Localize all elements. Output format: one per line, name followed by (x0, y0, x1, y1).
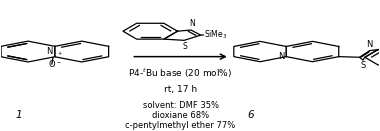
Text: $^+$: $^+$ (56, 51, 63, 58)
Text: N: N (278, 52, 284, 61)
Text: S: S (360, 61, 366, 70)
Text: 1: 1 (15, 110, 22, 120)
Text: c-pentylmethyl ether 77%: c-pentylmethyl ether 77% (125, 121, 236, 130)
Text: solvent: DMF 35%: solvent: DMF 35% (142, 101, 218, 110)
Text: N: N (47, 47, 53, 56)
Text: $^-$: $^-$ (55, 60, 62, 66)
Text: N: N (366, 40, 373, 49)
Text: rt, 17 h: rt, 17 h (164, 85, 197, 94)
Text: 6: 6 (247, 110, 254, 120)
Text: SiMe$_3$: SiMe$_3$ (204, 28, 227, 41)
Text: P4-$^t$Bu base (20 mol%): P4-$^t$Bu base (20 mol%) (128, 66, 233, 80)
Text: O: O (49, 60, 55, 69)
Text: dioxiane 68%: dioxiane 68% (152, 111, 209, 120)
Text: N: N (189, 20, 195, 28)
Text: S: S (182, 42, 187, 51)
